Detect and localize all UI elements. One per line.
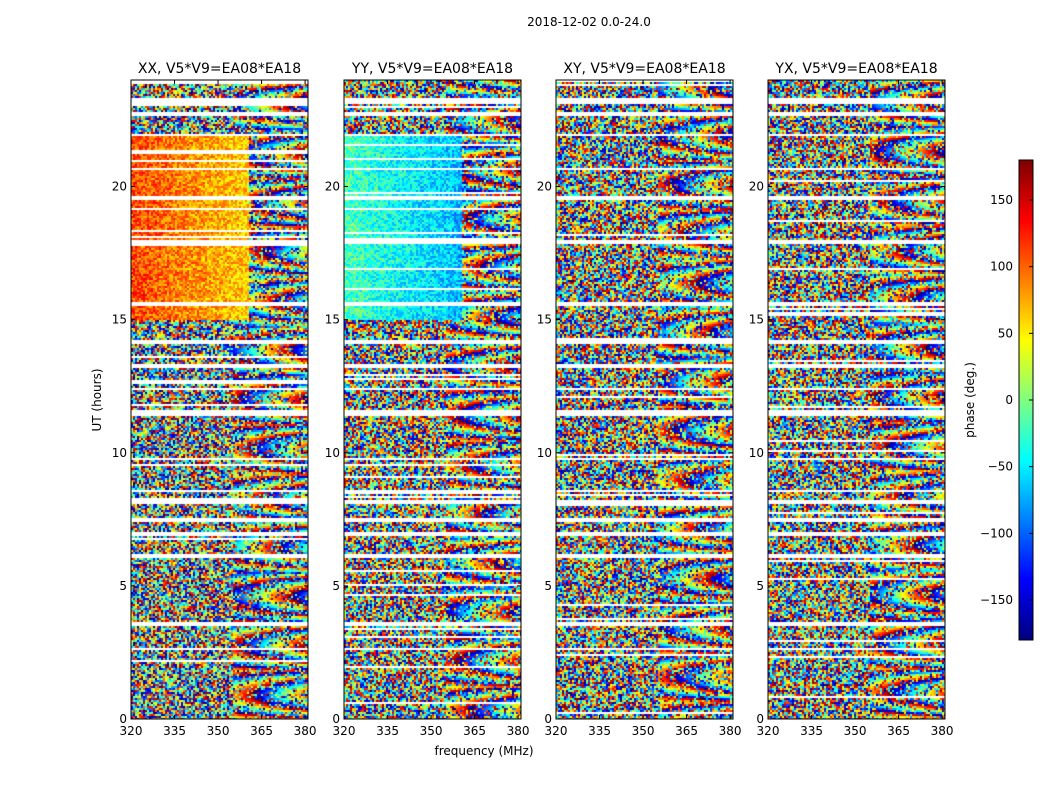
y-tick-label: 20 [325,180,340,194]
x-tick-label: 320 [120,724,143,738]
y-tick-label: 10 [112,446,127,460]
y-tick-label: 5 [544,579,552,593]
panel-title: XX, V5*V9=EA08*EA18 [138,61,301,77]
panel-title: YX, V5*V9=EA08*EA18 [774,61,937,77]
x-tick-label: 350 [207,724,230,738]
panel-frame [555,79,734,720]
panel-frame [130,79,309,720]
y-tick-label: 15 [112,313,127,327]
x-tick-label: 320 [545,724,568,738]
colorbar-tick-label: −100 [980,526,1013,540]
panel-frame [767,79,946,720]
x-axis-label: frequency (MHz) [434,744,533,758]
x-tick-label: 380 [931,724,954,738]
y-tick-label: 0 [119,712,127,726]
x-tick-label: 380 [719,724,742,738]
x-tick-label: 380 [507,724,530,738]
panel-title: XY, V5*V9=EA08*EA18 [563,61,725,77]
y-tick-label: 20 [749,180,764,194]
x-tick-label: 320 [333,724,356,738]
phase-heatmap [131,80,308,719]
colorbar-tick-label: −50 [988,460,1013,474]
phase-heatmap [556,80,733,719]
panel-2: XY, V5*V9=EA08*EA18 320 335 350 365 380 0 5 10 15… [537,61,742,738]
x-tick-label: 350 [844,724,867,738]
colorbar: 150 100 50 0 −50 −100 −150 [980,159,1034,641]
colorbar-tick-label: −150 [980,593,1013,607]
panels-group: XX, V5*V9=EA08*EA18 320 335 350 365 380 0 5 10 15… [112,61,954,738]
x-tick-label: 335 [163,724,186,738]
panel-0: XX, V5*V9=EA08*EA18 320 335 350 365 380 0 5 10 15… [112,61,317,738]
x-tick-label: 365 [887,724,910,738]
x-tick-label: 335 [588,724,611,738]
x-tick-label: 350 [420,724,443,738]
y-tick-label: 10 [749,446,764,460]
y-tick-label: 15 [537,313,552,327]
colorbar-tick-label: 50 [998,326,1013,340]
y-tick-label: 5 [756,579,764,593]
x-tick-label: 365 [675,724,698,738]
y-tick-label: 5 [119,579,127,593]
x-tick-label: 365 [463,724,486,738]
y-tick-label: 15 [325,313,340,327]
panel-1: YY, V5*V9=EA08*EA18 320 335 350 365 380 0 5 10 15… [325,61,530,738]
x-tick-label: 380 [294,724,317,738]
x-tick-label: 350 [632,724,655,738]
y-tick-label: 15 [749,313,764,327]
panel-frame [343,79,522,720]
y-tick-label: 10 [325,446,340,460]
colorbar-tick-label: 100 [990,260,1013,274]
x-tick-label: 335 [800,724,823,738]
phase-heatmap [344,80,521,719]
y-axis-label: UT (hours) [90,368,104,431]
y-tick-label: 10 [537,446,552,460]
x-tick-label: 365 [250,724,273,738]
colorbar-label: phase (deg.) [963,362,977,438]
colorbar-gradient [1019,160,1033,640]
y-tick-label: 20 [537,180,552,194]
phase-heatmap [768,80,945,719]
x-tick-label: 320 [757,724,780,738]
y-tick-label: 0 [332,712,340,726]
panel-3: YX, V5*V9=EA08*EA18 320 335 350 365 380 0 5 10 15… [749,61,954,738]
y-tick-label: 20 [112,180,127,194]
y-tick-label: 5 [332,579,340,593]
panel-title: YY, V5*V9=EA08*EA18 [351,61,513,77]
x-tick-label: 335 [376,724,399,738]
y-tick-label: 0 [756,712,764,726]
y-tick-label: 0 [544,712,552,726]
colorbar-tick-label: 150 [990,193,1013,207]
figure-title: 2018-12-02 0.0-24.0 [527,15,651,29]
colorbar-tick-label: 0 [1005,393,1013,407]
